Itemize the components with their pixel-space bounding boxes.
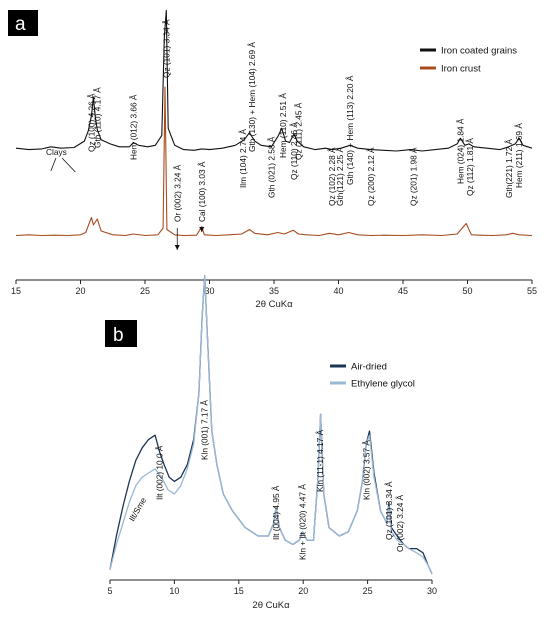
x-tick-label-55: 55 <box>527 286 537 296</box>
x-tick-label-50: 50 <box>462 286 472 296</box>
annotation-label-9: Gth (021) 2.58 Å <box>266 136 276 198</box>
annotation-label-4: Qz (101) 3.34 Å <box>161 19 171 78</box>
annotation-arrow-0-1 <box>50 157 57 172</box>
annotation-label-12: Qz (111) 2.45 Å <box>294 102 304 160</box>
legend-label-1: Iron crust <box>441 64 481 75</box>
annotation-label-14: Gth(121) 2.25 Å <box>335 146 345 206</box>
annotation-label-6: Kln (002) 3.57 Å <box>361 440 371 500</box>
annotation-label-6: Cal (100) 3.03 Å <box>197 161 207 222</box>
x-tick-label-20: 20 <box>298 586 308 596</box>
legend-label-0: Iron coated grains <box>441 46 517 57</box>
series-line-1 <box>109 274 433 575</box>
annotation-label-20: Gth(221) 1.72 Å <box>504 138 514 198</box>
x-axis-title: 2θ CuKα <box>252 600 290 611</box>
x-axis-title: 2θ CuKα <box>255 299 293 310</box>
x-tick-label-20: 20 <box>75 286 85 296</box>
annotation-label-5: Or (002) 3.24 Å <box>172 164 182 222</box>
annotation-label-0: Clays <box>46 147 67 157</box>
annotation-label-3: Ilt (004) 4.95 Å <box>271 485 281 540</box>
legend-label-1: Ethylene glycol <box>351 379 415 390</box>
annotation-label-15: Gth (140) + Hem (113) 2.20 Å <box>345 75 355 185</box>
x-tick-label-30: 30 <box>204 286 214 296</box>
x-tick-label-15: 15 <box>234 586 244 596</box>
x-tick-label-40: 40 <box>333 286 343 296</box>
annotation-label-16: Qz (200) 2.12 Å <box>366 147 376 206</box>
annotation-label-7: Ilm (104) 2.74 Å <box>238 129 248 188</box>
x-tick-label-10: 10 <box>169 586 179 596</box>
annotation-label-8: Or (002) 3.24 Å <box>395 494 405 552</box>
annotation-label-19: Qz (112) 1.81 Å <box>465 138 475 196</box>
annotation-label-8: Gth (130) + Hem (104) 2.69 Å <box>247 42 257 152</box>
annotation-label-11: Qz (110) 2.46 Å <box>289 122 299 180</box>
series-line-1 <box>15 86 533 237</box>
annotation-label-4: Kln + Ilt (020) 4.47 Å <box>298 484 308 560</box>
annotation-label-2: Gth (110) 4.17 Å <box>92 87 102 148</box>
x-tick-label-25: 25 <box>140 286 150 296</box>
plot-b: 5 10 15 20 25 30 2θ CuKα Air-dried Ethylene glyc… <box>107 274 437 611</box>
annotation-label-1: Qz (100) 4.26 Å <box>86 93 96 152</box>
annotation-label-3: Hem (012) 3.66 Å <box>128 94 138 160</box>
annotation-label-21: Hem (211) 1.69 Å <box>514 123 524 188</box>
panel-a-label-box <box>8 10 38 36</box>
annotation-label-13: Qz (102) 2.28 Å <box>327 147 337 206</box>
legend-label-0: Air-dried <box>351 362 387 373</box>
annotation-arrowhead-5 <box>174 245 180 250</box>
annotation-label-18: Hem (024) 1.84 Å <box>455 118 465 184</box>
panel-a-label: a <box>15 14 26 35</box>
panel-b: b 5 10 15 20 25 30 2θ CuKα Air-dried Ethylene gl… <box>105 274 437 611</box>
panel-b-label-box <box>105 320 137 347</box>
annotation-label-10: Hem (110) 2.51 Å <box>278 93 288 158</box>
annotation-arrowhead-6 <box>199 227 205 232</box>
annotation-label-7: Qz (101) 3.34 Å <box>384 481 394 540</box>
panel-b-label: b <box>113 325 124 346</box>
annotation-label-1: Ilt (002) 10.0 Å <box>155 445 165 500</box>
x-tick-label-25: 25 <box>363 586 373 596</box>
annotation-arrow-0-2 <box>61 157 76 173</box>
x-tick-label-45: 45 <box>398 286 408 296</box>
series-line-0 <box>15 9 533 152</box>
x-tick-label-15: 15 <box>11 286 21 296</box>
annotation-label-5: Kln (11-1) 4.17 Å <box>315 429 325 492</box>
panel-a: a 15 20 25 30 35 40 45 50 55 2θ CuKα Iron coated g… <box>8 9 537 310</box>
annotation-label-2: Kln (001) 7.17 Å <box>200 400 210 460</box>
annotation-label-17: Qz (201) 1.98 Å <box>408 147 418 206</box>
x-tick-label-5: 5 <box>107 586 112 596</box>
plot-a: 15 20 25 30 35 40 45 50 55 2θ CuKα Iron coated gra… <box>11 9 537 310</box>
x-tick-label-35: 35 <box>269 286 279 296</box>
x-tick-label-30: 30 <box>427 586 437 596</box>
